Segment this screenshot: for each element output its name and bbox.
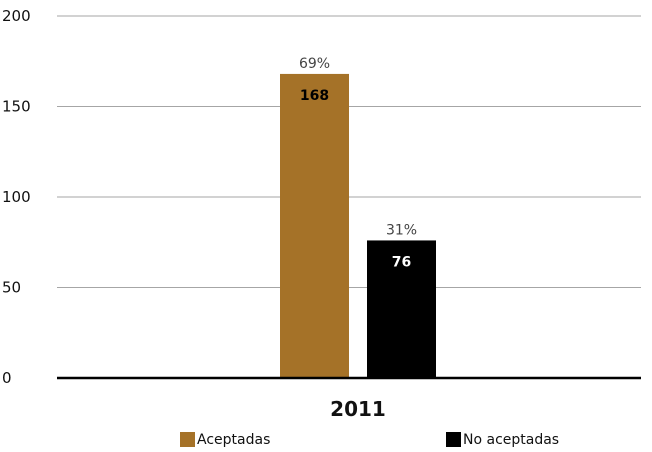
legend-swatch-aceptadas	[180, 432, 195, 447]
value-label-aceptadas: 168	[300, 88, 329, 104]
y-tick-label-0: 0	[2, 369, 12, 387]
bars: 69% 168 31% 76	[280, 56, 436, 379]
y-tick-label-50: 50	[2, 279, 21, 297]
y-axis-ticks: 0 50 100 150 200	[2, 7, 31, 387]
y-tick-label-150: 150	[2, 98, 31, 116]
bar-aceptadas	[280, 73, 349, 379]
legend-label-aceptadas: Aceptadas	[197, 432, 270, 448]
y-tick-label-100: 100	[2, 188, 31, 206]
value-label-no-aceptadas: 76	[392, 254, 411, 270]
legend-swatch-no-aceptadas	[446, 432, 461, 447]
category-label-2011: 2011	[330, 397, 386, 421]
percent-label-aceptadas: 69%	[299, 56, 330, 72]
percent-label-no-aceptadas: 31%	[386, 222, 417, 238]
legend: Aceptadas No aceptadas	[180, 432, 559, 448]
legend-label-no-aceptadas: No aceptadas	[463, 432, 559, 448]
bar-no-aceptadas	[367, 240, 436, 378]
y-tick-label-200: 200	[2, 7, 31, 25]
